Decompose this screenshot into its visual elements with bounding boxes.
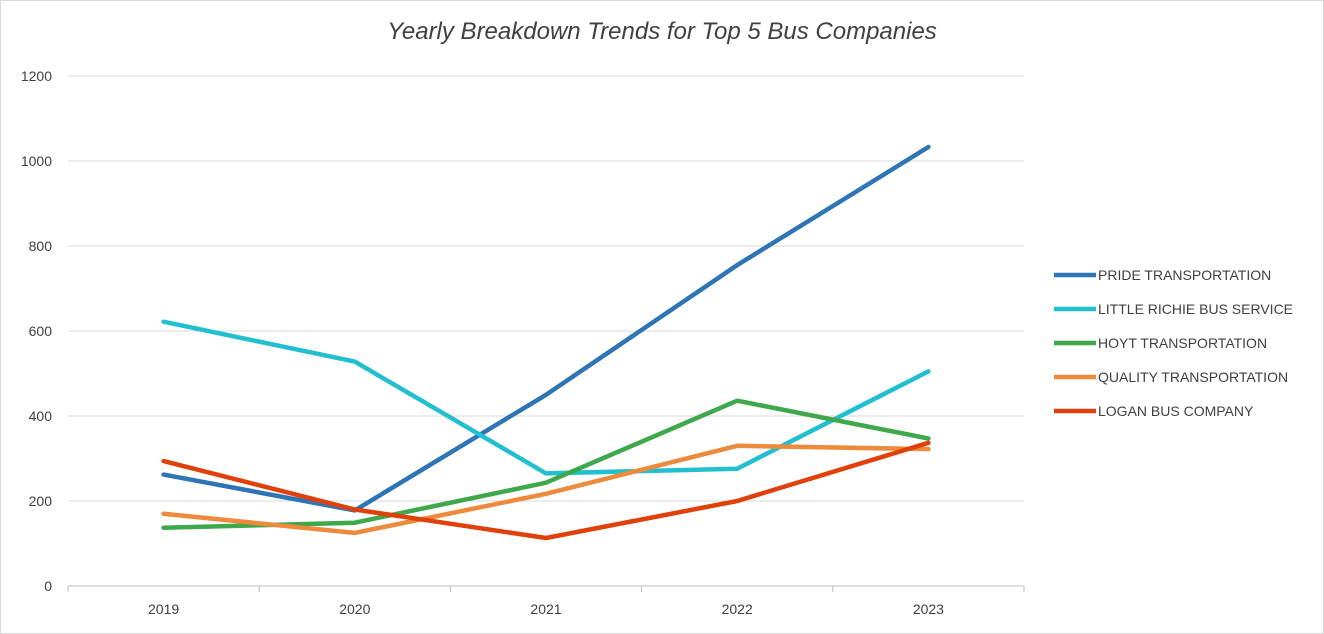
series-line-4 bbox=[161, 440, 931, 541]
legend-label: HOYT TRANSPORTATION bbox=[1098, 335, 1267, 351]
legend-label: LOGAN BUS COMPANY bbox=[1098, 403, 1254, 419]
series-line-3 bbox=[161, 443, 931, 536]
legend-label: PRIDE TRANSPORTATION bbox=[1098, 267, 1271, 283]
x-tick-label: 2021 bbox=[530, 601, 561, 617]
y-tick-label: 400 bbox=[29, 408, 53, 424]
y-tick-label: 0 bbox=[44, 578, 52, 594]
y-tick-label: 800 bbox=[29, 238, 53, 254]
y-tick-label: 600 bbox=[29, 323, 53, 339]
series-line-0 bbox=[161, 144, 931, 513]
x-tick-label: 2023 bbox=[913, 601, 944, 617]
series-line-1 bbox=[161, 319, 931, 476]
x-tick-label: 2022 bbox=[722, 601, 753, 617]
y-tick-label: 1000 bbox=[21, 153, 52, 169]
y-tick-label: 1200 bbox=[21, 68, 52, 84]
gridlines bbox=[68, 75, 1024, 587]
legend-label: QUALITY TRANSPORTATION bbox=[1098, 369, 1288, 385]
legend-label: LITTLE RICHIE BUS SERVICE bbox=[1098, 301, 1293, 317]
y-tick-label: 200 bbox=[29, 493, 53, 509]
x-tick-label: 2020 bbox=[339, 601, 370, 617]
series-lines bbox=[161, 144, 931, 541]
x-tick-label: 2019 bbox=[148, 601, 179, 617]
x-axis: 2019 2020 2021 2022 2023 bbox=[67, 586, 1025, 617]
legend: PRIDE TRANSPORTATION LITTLE RICHIE BUS SE… bbox=[1054, 267, 1293, 419]
series-line-2 bbox=[161, 398, 931, 531]
y-axis: 0 200 400 600 800 1000 1200 bbox=[21, 68, 52, 594]
chart-title: Yearly Breakdown Trends for Top 5 Bus Co… bbox=[387, 18, 937, 45]
